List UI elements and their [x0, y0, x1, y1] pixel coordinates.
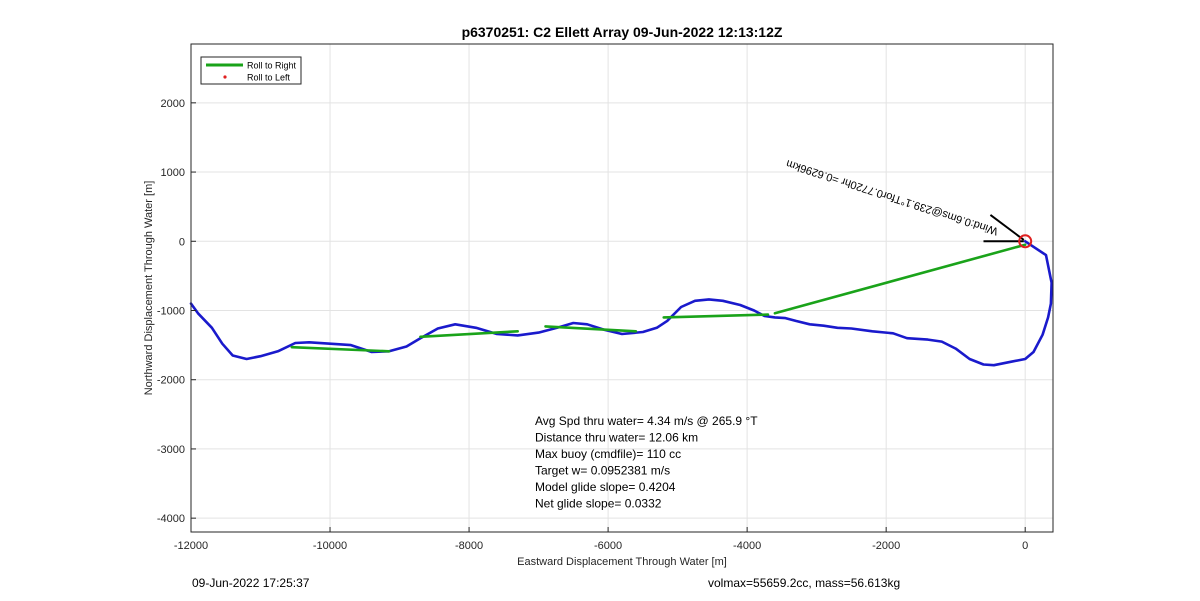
- legend-swatch-dot: [223, 75, 227, 79]
- legend-label: Roll to Right: [247, 61, 297, 71]
- x-tick-label: -10000: [313, 540, 347, 552]
- x-tick-label: -2000: [872, 540, 900, 552]
- roll-right-segment: [773, 243, 1027, 315]
- start-marker: [1018, 234, 1033, 249]
- x-tick-label: -8000: [455, 540, 483, 552]
- x-tick-label: -6000: [594, 540, 622, 552]
- y-tick-label: 1000: [161, 167, 185, 179]
- roll-right-segment: [662, 313, 770, 319]
- track-line: [189, 240, 1053, 367]
- annotation-text: Model glide slope= 0.4204: [535, 480, 676, 494]
- legend-label: Roll to Left: [247, 73, 291, 83]
- roll-right-segment: [544, 325, 638, 333]
- y-tick-label: -1000: [157, 305, 185, 317]
- annotation-text: Net glide slope= 0.0332: [535, 497, 662, 511]
- x-tick-label: -4000: [733, 540, 761, 552]
- wind-arrow: [989, 214, 1025, 241]
- annotation-text: Distance thru water= 12.06 km: [535, 431, 698, 445]
- x-axis-label: Eastward Displacement Through Water [m]: [517, 556, 727, 568]
- chart-title: p6370251: C2 Ellett Array 09-Jun-2022 12…: [462, 24, 783, 40]
- annotation-text: Avg Spd thru water= 4.34 m/s @ 265.9 °T: [535, 414, 758, 428]
- plot-area: [191, 44, 1053, 532]
- y-tick-label: -3000: [157, 444, 185, 456]
- y-tick-label: -2000: [157, 375, 185, 387]
- annotation-text: Target w= 0.0952381 m/s: [535, 464, 670, 478]
- roll-right-segment: [419, 330, 519, 339]
- axes-box: [190, 43, 1054, 533]
- y-tick-label: -4000: [157, 513, 185, 525]
- x-tick-label: 0: [1022, 540, 1028, 552]
- y-axis-label: Northward Displacement Through Water [m]: [143, 181, 155, 396]
- legend-box: [200, 56, 302, 85]
- annotation-text: Max buoy (cmdfile)= 110 cc: [535, 447, 681, 461]
- footer-volmax-mass: volmax=55659.2cc, mass=56.613kg: [708, 576, 901, 590]
- y-tick-label: 2000: [161, 98, 185, 110]
- x-tick-label: -12000: [174, 540, 208, 552]
- footer-timestamp: 09-Jun-2022 17:25:37: [192, 576, 310, 590]
- roll-right-segment: [290, 345, 391, 353]
- y-tick-label: 0: [179, 236, 185, 248]
